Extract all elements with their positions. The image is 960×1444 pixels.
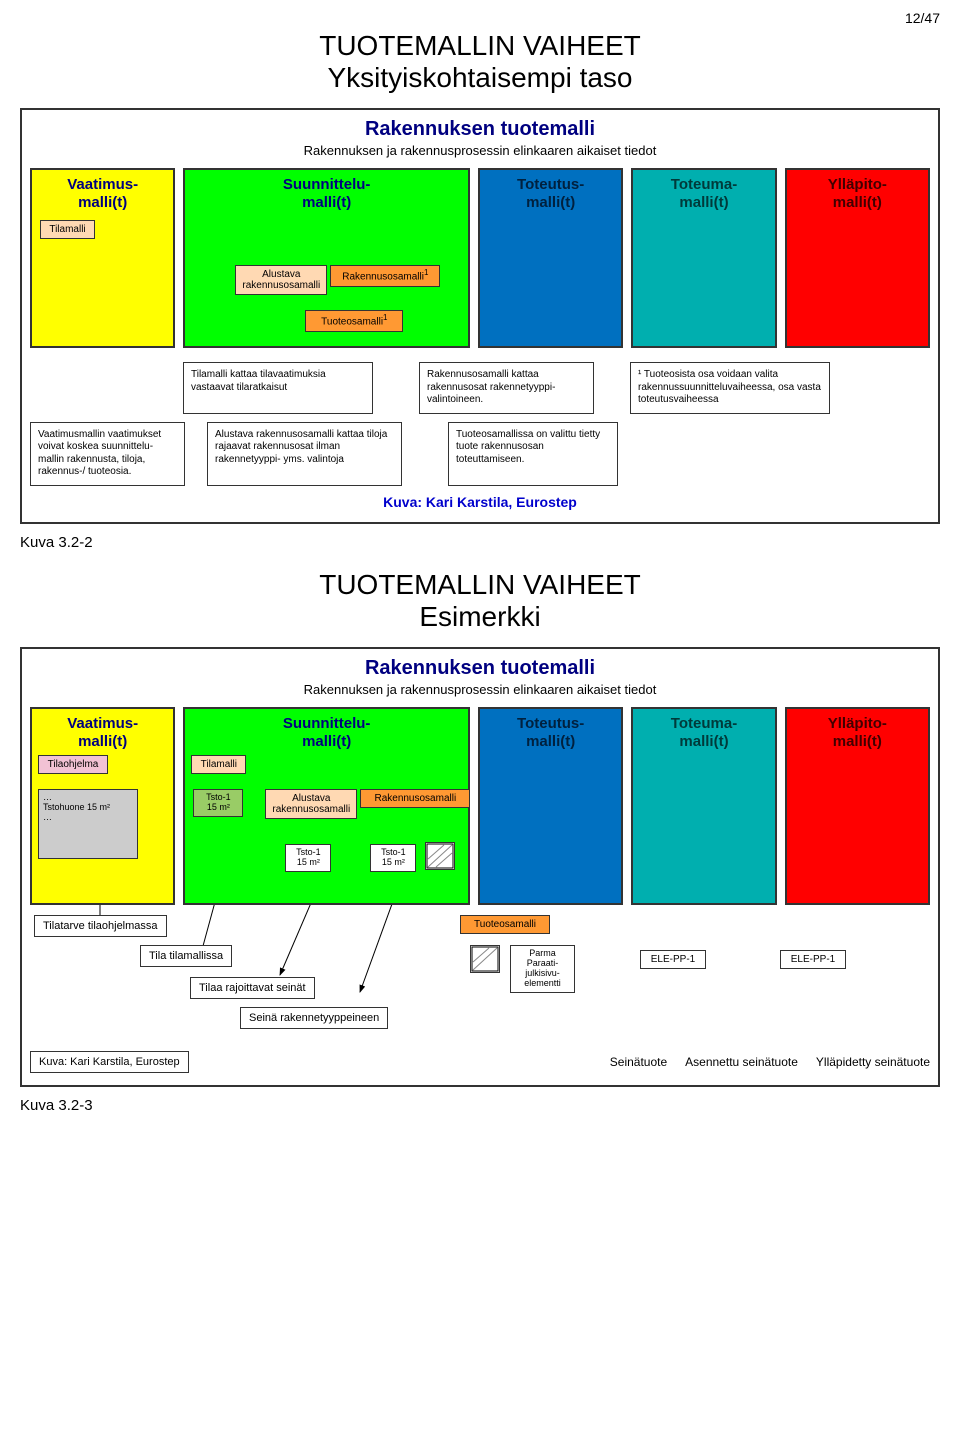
label-tilatarve: Tilatarve tilaohjelmassa [34,915,167,937]
note-tuoteosamalli: Tuoteosamallissa on valittu tietty tuote… [448,422,618,486]
tsto1-a: Tsto-1 15 m² [193,789,243,817]
s2-rakennusosamalli-box: Rakennusosamalli [360,789,470,808]
phase-suunnittelu: Suunnittelu- malli(t) Alustava rakennuso… [183,168,470,348]
s2-suunnittelu-label: Suunnittelu- malli(t) [185,715,468,750]
s2-toteutus-label: Toteutus- malli(t) [480,715,621,750]
tsto1-b: Tsto-1 15 m² [285,844,331,872]
slide2-title: TUOTEMALLIN VAIHEET Esimerkki [20,569,940,633]
tuoteosamalli-box: Tuoteosamalli1 [305,310,403,331]
tsto1-c: Tsto-1 15 m² [370,844,416,872]
b-asennettu: Asennettu seinätuote [685,1055,798,1069]
phase-suunnittelu-label: Suunnittelu- malli(t) [185,176,468,211]
note-alustava: Alustava rakennusosamalli kattaa tiloja … [207,422,402,486]
s2-phase-toteutus: Toteutus- malli(t) [478,707,623,905]
slide1-title: TUOTEMALLIN VAIHEET Yksityiskohtaisempi … [20,30,940,94]
page-number: 12/47 [20,10,940,26]
b-yllapidetty: Ylläpidetty seinätuote [816,1055,930,1069]
s2-phase-suunnittelu: Suunnittelu- malli(t) Tilamalli Tsto-1 1… [183,707,470,905]
note-tuoteosa: ¹ Tuoteosista osa voidaan valita rakennu… [630,362,830,414]
hatch-icon [425,842,455,870]
slide1-frame: Rakennuksen tuotemalli Rakennuksen ja ra… [20,108,940,524]
phase-yllapito-label: Ylläpito- malli(t) [787,176,928,211]
s2-phase-toteuma: Toteuma- malli(t) [631,707,776,905]
note-tilamalli: Tilamalli kattaa tilavaatimuksia vastaav… [183,362,373,414]
slide1-caption: Kuva: Kari Karstila, Eurostep [30,494,930,510]
note-rakennusosa: Rakennusosamalli kattaa rakennusosat rak… [419,362,594,414]
s2-phase-vaatimus: Vaatimus- malli(t) Tilaohjelma … Tstohuo… [30,707,175,905]
rakennusosamalli-box: Rakennusosamalli1 [330,265,440,286]
phase-vaatimus: Vaatimus- malli(t) Tilamalli [30,168,175,348]
tilamalli-box: Tilamalli [40,220,95,239]
s2-alustava-box: Alustava rakennusosamalli [265,789,357,819]
alustava-box: Alustava rakennusosamalli [235,265,327,295]
tilaohjelma-box: Tilaohjelma [38,755,108,774]
tuoteosamalli-text: Tuoteosamalli [321,317,383,328]
slide1-header: Rakennuksen tuotemalli [30,118,930,141]
s2-toteuma-label: Toteuma- malli(t) [633,715,774,750]
slide2-frame: Rakennuksen tuotemalli Rakennuksen ja ra… [20,647,940,1087]
rakennusosamalli-text: Rakennusosamalli [342,272,424,283]
label-tila: Tila tilamallissa [140,945,232,967]
s2-vaatimus-label: Vaatimus- malli(t) [32,715,173,750]
tstohuone-box: … Tstohuone 15 m² … [38,789,138,859]
s2-phase-yllapito: Ylläpito- malli(t) [785,707,930,905]
phase-toteuma-label: Toteuma- malli(t) [633,176,774,211]
b-seinatuote: Seinätuote [610,1055,667,1069]
s2-yllapito-label: Ylläpito- malli(t) [787,715,928,750]
phase-vaatimus-label: Vaatimus- malli(t) [32,176,173,211]
slide1-title-l1: TUOTEMALLIN VAIHEET [319,30,641,61]
phase-toteutus-label: Toteutus- malli(t) [480,176,621,211]
parma-box: Parma Paraati- julkisivu- elementti [510,945,575,993]
hatch2-icon [470,945,500,973]
slide1-notes-row1: Tilamalli kattaa tilavaatimuksia vastaav… [30,362,930,414]
label-seinat: Tilaa rajoittavat seinät [190,977,315,999]
slide1-sub: Rakennuksen ja rakennusprosessin elinkaa… [30,143,930,158]
note-vaatimus: Vaatimusmallin vaatimukset voivat koskea… [30,422,185,486]
ele-box-1: ELE-PP-1 [640,950,706,969]
slide1-notes-row2: Vaatimusmallin vaatimukset voivat koskea… [30,422,930,486]
slide2-header: Rakennuksen tuotemalli [30,657,930,680]
kuva-ref-2: Kuva 3.2-3 [20,1097,940,1114]
slide2-title-l2: Esimerkki [419,601,540,632]
slide1-title-l2: Yksityiskohtaisempi taso [327,62,632,93]
phase-yllapito: Ylläpito- malli(t) [785,168,930,348]
phase-toteutus: Toteutus- malli(t) [478,168,623,348]
s2-tuoteosamalli-box: Tuoteosamalli [460,915,550,934]
s2-tilamalli-box: Tilamalli [191,755,246,774]
label-seina: Seinä rakennetyyppeineen [240,1007,388,1029]
kuva-ref-1: Kuva 3.2-2 [20,534,940,551]
ele-box-2: ELE-PP-1 [780,950,846,969]
phase-toteuma: Toteuma- malli(t) [631,168,776,348]
slide2-title-l1: TUOTEMALLIN VAIHEET [319,569,641,600]
slide2-sub: Rakennuksen ja rakennusprosessin elinkaa… [30,682,930,697]
s2-caption: Kuva: Kari Karstila, Eurostep [30,1051,189,1073]
